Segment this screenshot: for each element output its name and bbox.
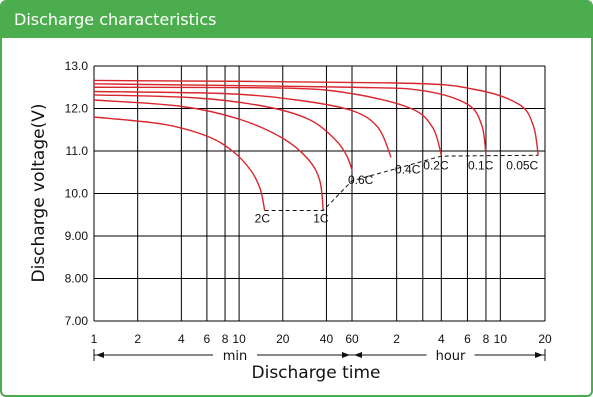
x-tick-label-min: 6 — [204, 332, 211, 346]
arrowhead — [96, 352, 104, 358]
x-tick-label-min: 40 — [320, 332, 334, 346]
x-tick-label-min: 8 — [222, 332, 229, 346]
series-label: 2C — [255, 212, 271, 226]
series-0_1C-line — [93, 83, 487, 156]
y-tick-label: 11.0 — [66, 144, 89, 158]
cutoff-dashed-line — [264, 154, 539, 211]
x-tick-label-min: 60 — [345, 332, 359, 346]
y-tick-label: 12.0 — [65, 102, 89, 116]
hour-unit-label: hour — [436, 349, 466, 364]
y-tick-label: 7.00 — [65, 314, 89, 328]
min-label-bg — [213, 346, 257, 364]
x-tick-label-hour: 10 — [494, 332, 508, 346]
arrowhead — [342, 352, 350, 358]
x-tick-label-hour: 4 — [438, 332, 445, 346]
series-0_2C-line — [93, 86, 442, 156]
series-label: 0.6C — [348, 173, 374, 187]
series-2C-line — [93, 116, 266, 211]
series-0_4C-line — [93, 90, 392, 158]
min-unit-label: min — [223, 349, 248, 364]
x-tick-label-min: 20 — [276, 332, 290, 346]
y-tick-label: 13.0 — [65, 59, 89, 73]
series-0_05C-line — [93, 79, 539, 156]
hour-label-bg — [426, 346, 475, 364]
x-tick-label-hour: 8 — [483, 332, 490, 346]
chart-title: Discharge characteristics — [2, 2, 591, 38]
x-tick-label-hour: 6 — [464, 332, 471, 346]
labels: 13.012.011.010.09.008.007.001 2 4 6 8 10 20 40 6… — [65, 59, 552, 364]
series-label: 0.1C — [468, 158, 494, 172]
series-label: 0.4C — [395, 162, 421, 176]
x-tick-label-hour: 20 — [538, 332, 552, 346]
y-tick-label: 9.00 — [65, 229, 89, 243]
x-tick-label-min: 4 — [178, 332, 185, 346]
arrowhead — [354, 352, 362, 358]
x-tick-label-min: 2 — [134, 332, 141, 346]
arrowhead — [535, 352, 543, 358]
curves — [93, 79, 539, 211]
series-label: 0.05C — [506, 158, 538, 172]
x-axis-label: Discharge time — [252, 363, 381, 383]
x-tick-label-min: 1 — [91, 332, 98, 346]
series-label: 1C — [313, 212, 329, 226]
series-label: 0.2C — [423, 158, 449, 172]
x-tick-label-hour: 2 — [393, 332, 400, 346]
series-1C-line — [93, 99, 324, 211]
y-tick-label: 8.00 — [65, 272, 89, 286]
x-tick-label-min: 10 — [232, 332, 246, 346]
series-0_6C-line — [93, 94, 353, 171]
y-tick-label: 10.0 — [65, 187, 89, 201]
y-axis-label: Discharge voltage(V) — [29, 104, 49, 283]
grid — [93, 65, 546, 322]
